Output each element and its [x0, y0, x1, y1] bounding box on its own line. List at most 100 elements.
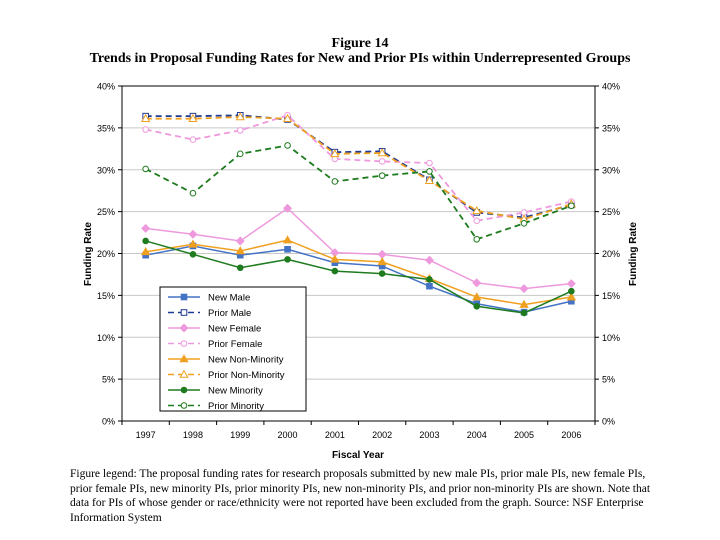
axis-ticks: 0% 0% 5% 5% 10% 10% 15% 15% 20% 20% 25% 25% 30% 30% 35… [97, 82, 620, 441]
data-point [188, 229, 198, 239]
legend-entry: Prior Minority [168, 401, 264, 412]
y-tick-label: 20% [97, 249, 115, 259]
data-point [141, 223, 151, 233]
legend-entry: New Male [168, 293, 250, 304]
data-point [142, 237, 149, 245]
data-point [188, 239, 198, 248]
data-point [189, 251, 197, 258]
data-point [566, 292, 577, 301]
y2-tick-label: 40% [602, 82, 620, 92]
x-tick-label: 2001 [325, 430, 345, 440]
figure-label: Figure 14 [331, 36, 389, 51]
data-point [472, 278, 482, 288]
y2-tick-label: 35% [602, 123, 620, 133]
series-line [145, 239, 572, 306]
data-point [377, 148, 387, 157]
legend-label: New Female [208, 324, 261, 335]
data-point [282, 113, 293, 122]
x-tick-label: 1999 [230, 430, 250, 440]
x-tick-label: 2000 [278, 430, 298, 440]
data-point [426, 168, 433, 175]
data-point [378, 158, 386, 165]
legend-entry: Prior Female [168, 339, 262, 350]
y2-axis-label: Funding Rate [628, 222, 639, 286]
legend-marker [180, 402, 188, 409]
series-layer [140, 112, 577, 317]
data-point [236, 127, 244, 134]
y-tick-label: 5% [102, 375, 115, 385]
series-line [145, 144, 572, 241]
data-point [188, 113, 198, 122]
series-new-minority [142, 237, 575, 317]
legend-entry: New Non-Minority [168, 354, 284, 366]
data-point [378, 172, 386, 179]
legend-entry: Prior Non-Minority [168, 369, 285, 381]
series-line [145, 116, 572, 221]
y-axis-label: Funding Rate [83, 222, 94, 286]
data-point [378, 270, 386, 277]
legend-marker [179, 369, 189, 378]
data-point [140, 247, 151, 256]
y2-tick-label: 5% [602, 375, 615, 385]
data-point [473, 235, 481, 243]
data-point [330, 254, 340, 263]
y2-tick-label: 15% [602, 291, 620, 301]
data-point [520, 220, 528, 227]
data-point [519, 299, 529, 308]
y2-tick-label: 25% [602, 207, 620, 217]
y2-tick-label: 0% [602, 417, 615, 427]
figure-title: Trends in Proposal Funding Rates for New… [89, 51, 631, 66]
x-tick-label: 2006 [561, 430, 581, 440]
legend-marker [180, 309, 188, 316]
series-line [145, 114, 572, 222]
y-tick-label: 40% [97, 82, 115, 92]
series-line [145, 114, 572, 219]
data-point [235, 112, 245, 121]
figure-caption: Figure legend: The proposal funding rate… [70, 468, 651, 524]
data-point [331, 267, 339, 275]
legend-label: Prior Male [208, 308, 251, 319]
legend-label: Prior Female [208, 339, 262, 350]
data-point [566, 279, 576, 289]
data-point [284, 142, 291, 149]
data-point [189, 136, 197, 143]
y-tick-label: 35% [97, 123, 115, 133]
data-point [331, 178, 339, 185]
series-prior-female [142, 112, 575, 225]
data-point [142, 165, 149, 173]
data-point [568, 202, 575, 210]
data-point [472, 292, 482, 301]
legend-entry: Prior Male [168, 308, 251, 319]
series-line [145, 207, 572, 290]
y-tick-label: 30% [97, 165, 115, 175]
data-point [424, 175, 435, 184]
series-new-female [141, 203, 576, 294]
legend-entry: New Minority [168, 386, 263, 397]
y2-tick-label: 10% [602, 333, 620, 343]
y-tick-label: 10% [97, 333, 115, 343]
data-point [330, 149, 340, 158]
legend-label: Prior Minority [208, 401, 264, 412]
data-point [519, 284, 529, 294]
y2-tick-label: 30% [602, 165, 620, 175]
data-point [236, 150, 244, 158]
data-point [235, 246, 245, 255]
legend-label: New Male [208, 293, 250, 304]
series-line [145, 240, 572, 314]
data-point [377, 249, 387, 259]
data-point [426, 282, 433, 290]
x-tick-label: 2005 [514, 430, 534, 440]
y-tick-label: 15% [97, 291, 115, 301]
series-prior-male [142, 112, 575, 221]
legend-marker [180, 340, 188, 347]
x-tick-label: 2004 [467, 430, 487, 440]
data-point [426, 159, 433, 167]
legend-marker [180, 293, 188, 301]
x-tick-label: 2003 [419, 430, 439, 440]
data-point [424, 255, 434, 265]
data-point [140, 113, 151, 122]
data-point [282, 235, 293, 244]
data-point [283, 203, 293, 213]
data-point [189, 189, 197, 197]
data-point [520, 309, 528, 317]
